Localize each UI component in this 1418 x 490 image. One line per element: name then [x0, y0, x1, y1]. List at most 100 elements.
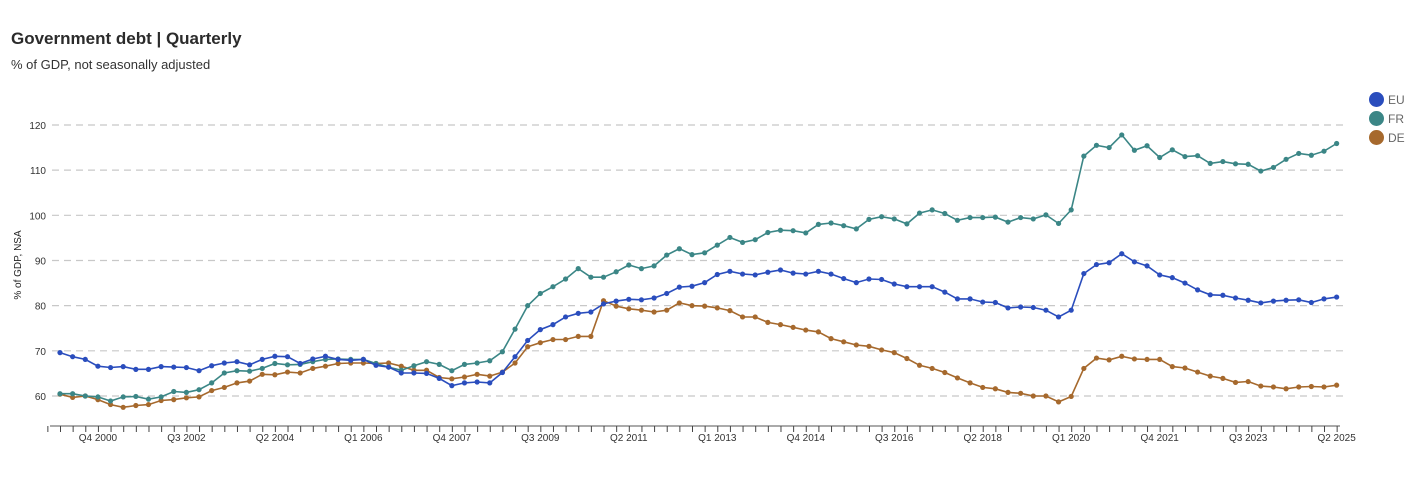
data-point-eu[interactable]: [183, 364, 189, 371]
data-point-de[interactable]: [929, 365, 935, 372]
data-point-fr[interactable]: [1043, 212, 1049, 218]
data-point-de[interactable]: [386, 360, 392, 366]
data-point-de[interactable]: [752, 314, 758, 320]
data-point-eu[interactable]: [1334, 294, 1340, 300]
data-point-fr[interactable]: [588, 274, 594, 280]
data-point-fr[interactable]: [499, 349, 505, 355]
data-point-de[interactable]: [1308, 383, 1314, 390]
data-point-fr[interactable]: [449, 368, 455, 374]
data-point-eu[interactable]: [1055, 314, 1062, 320]
data-point-fr[interactable]: [1030, 216, 1036, 222]
data-point-eu[interactable]: [107, 364, 114, 371]
data-point-eu[interactable]: [739, 271, 746, 277]
data-point-de[interactable]: [664, 307, 670, 313]
data-point-eu[interactable]: [967, 296, 973, 302]
data-point-fr[interactable]: [487, 358, 493, 364]
data-point-de[interactable]: [942, 369, 948, 376]
data-point-de[interactable]: [247, 378, 253, 384]
data-point-eu[interactable]: [335, 356, 341, 363]
data-point-eu[interactable]: [1030, 304, 1036, 311]
data-point-de[interactable]: [803, 327, 809, 333]
data-point-eu[interactable]: [512, 354, 518, 360]
data-point-de[interactable]: [284, 369, 291, 375]
data-point-eu[interactable]: [537, 327, 543, 333]
data-point-eu[interactable]: [297, 360, 303, 367]
data-point-eu[interactable]: [1106, 260, 1112, 266]
data-point-eu[interactable]: [474, 379, 480, 385]
data-point-fr[interactable]: [1232, 161, 1239, 167]
data-point-fr[interactable]: [1068, 207, 1074, 213]
data-point-de[interactable]: [183, 395, 189, 401]
data-point-eu[interactable]: [853, 280, 859, 286]
data-point-eu[interactable]: [777, 267, 784, 273]
data-point-eu[interactable]: [133, 366, 139, 372]
data-point-de[interactable]: [1043, 393, 1049, 399]
data-point-de[interactable]: [866, 343, 872, 349]
data-point-fr[interactable]: [1270, 164, 1277, 171]
data-point-fr[interactable]: [1106, 144, 1112, 151]
data-point-eu[interactable]: [790, 270, 796, 276]
data-point-eu[interactable]: [752, 272, 758, 278]
data-point-fr[interactable]: [474, 360, 480, 366]
data-point-de[interactable]: [1321, 384, 1327, 390]
data-point-de[interactable]: [1144, 356, 1150, 363]
data-point-fr[interactable]: [916, 210, 923, 216]
data-point-de[interactable]: [550, 336, 556, 343]
data-point-eu[interactable]: [259, 356, 265, 363]
data-point-de[interactable]: [1182, 365, 1188, 371]
data-point-de[interactable]: [461, 374, 468, 380]
data-point-eu[interactable]: [525, 337, 531, 344]
data-point-de[interactable]: [575, 333, 581, 339]
data-point-fr[interactable]: [550, 284, 556, 290]
data-point-fr[interactable]: [575, 266, 581, 272]
data-point-de[interactable]: [815, 329, 822, 335]
data-point-eu[interactable]: [588, 309, 594, 315]
data-point-de[interactable]: [1081, 365, 1087, 372]
data-point-eu[interactable]: [891, 281, 897, 287]
data-point-de[interactable]: [714, 305, 720, 311]
data-point-fr[interactable]: [1018, 214, 1024, 221]
data-point-eu[interactable]: [664, 290, 670, 297]
data-point-eu[interactable]: [815, 268, 822, 274]
data-point-fr[interactable]: [1131, 147, 1137, 153]
data-point-eu[interactable]: [992, 299, 998, 306]
data-point-eu[interactable]: [348, 357, 354, 363]
data-point-de[interactable]: [1258, 383, 1264, 389]
data-point-fr[interactable]: [1283, 156, 1289, 162]
data-point-eu[interactable]: [1195, 287, 1201, 293]
data-point-fr[interactable]: [980, 214, 986, 221]
data-point-de[interactable]: [588, 333, 594, 339]
data-point-fr[interactable]: [626, 262, 632, 268]
data-point-de[interactable]: [1207, 373, 1213, 379]
data-point-de[interactable]: [487, 373, 493, 379]
data-point-fr[interactable]: [879, 214, 885, 220]
data-point-fr[interactable]: [1258, 168, 1264, 174]
data-point-de[interactable]: [689, 303, 695, 309]
data-point-eu[interactable]: [954, 296, 961, 302]
data-point-eu[interactable]: [499, 369, 505, 376]
data-point-fr[interactable]: [739, 239, 746, 246]
data-point-eu[interactable]: [575, 310, 581, 316]
data-point-de[interactable]: [676, 300, 682, 306]
data-point-eu[interactable]: [765, 269, 771, 275]
data-point-fr[interactable]: [1207, 160, 1213, 166]
data-point-de[interactable]: [145, 401, 152, 408]
data-point-eu[interactable]: [626, 296, 632, 302]
data-point-eu[interactable]: [676, 284, 682, 290]
data-point-eu[interactable]: [1270, 298, 1277, 304]
data-point-eu[interactable]: [563, 314, 569, 320]
data-point-eu[interactable]: [613, 298, 619, 304]
data-point-de[interactable]: [221, 384, 227, 391]
data-point-de[interactable]: [891, 350, 897, 356]
data-point-fr[interactable]: [196, 387, 202, 393]
data-point-de[interactable]: [613, 303, 619, 309]
data-point-de[interactable]: [980, 384, 986, 391]
data-point-fr[interactable]: [702, 250, 708, 256]
data-point-fr[interactable]: [1245, 161, 1251, 167]
data-point-eu[interactable]: [1182, 280, 1188, 286]
data-point-de[interactable]: [1093, 355, 1100, 361]
data-point-de[interactable]: [322, 363, 329, 369]
data-point-fr[interactable]: [461, 361, 468, 367]
data-point-de[interactable]: [449, 376, 455, 382]
data-point-fr[interactable]: [689, 252, 695, 258]
